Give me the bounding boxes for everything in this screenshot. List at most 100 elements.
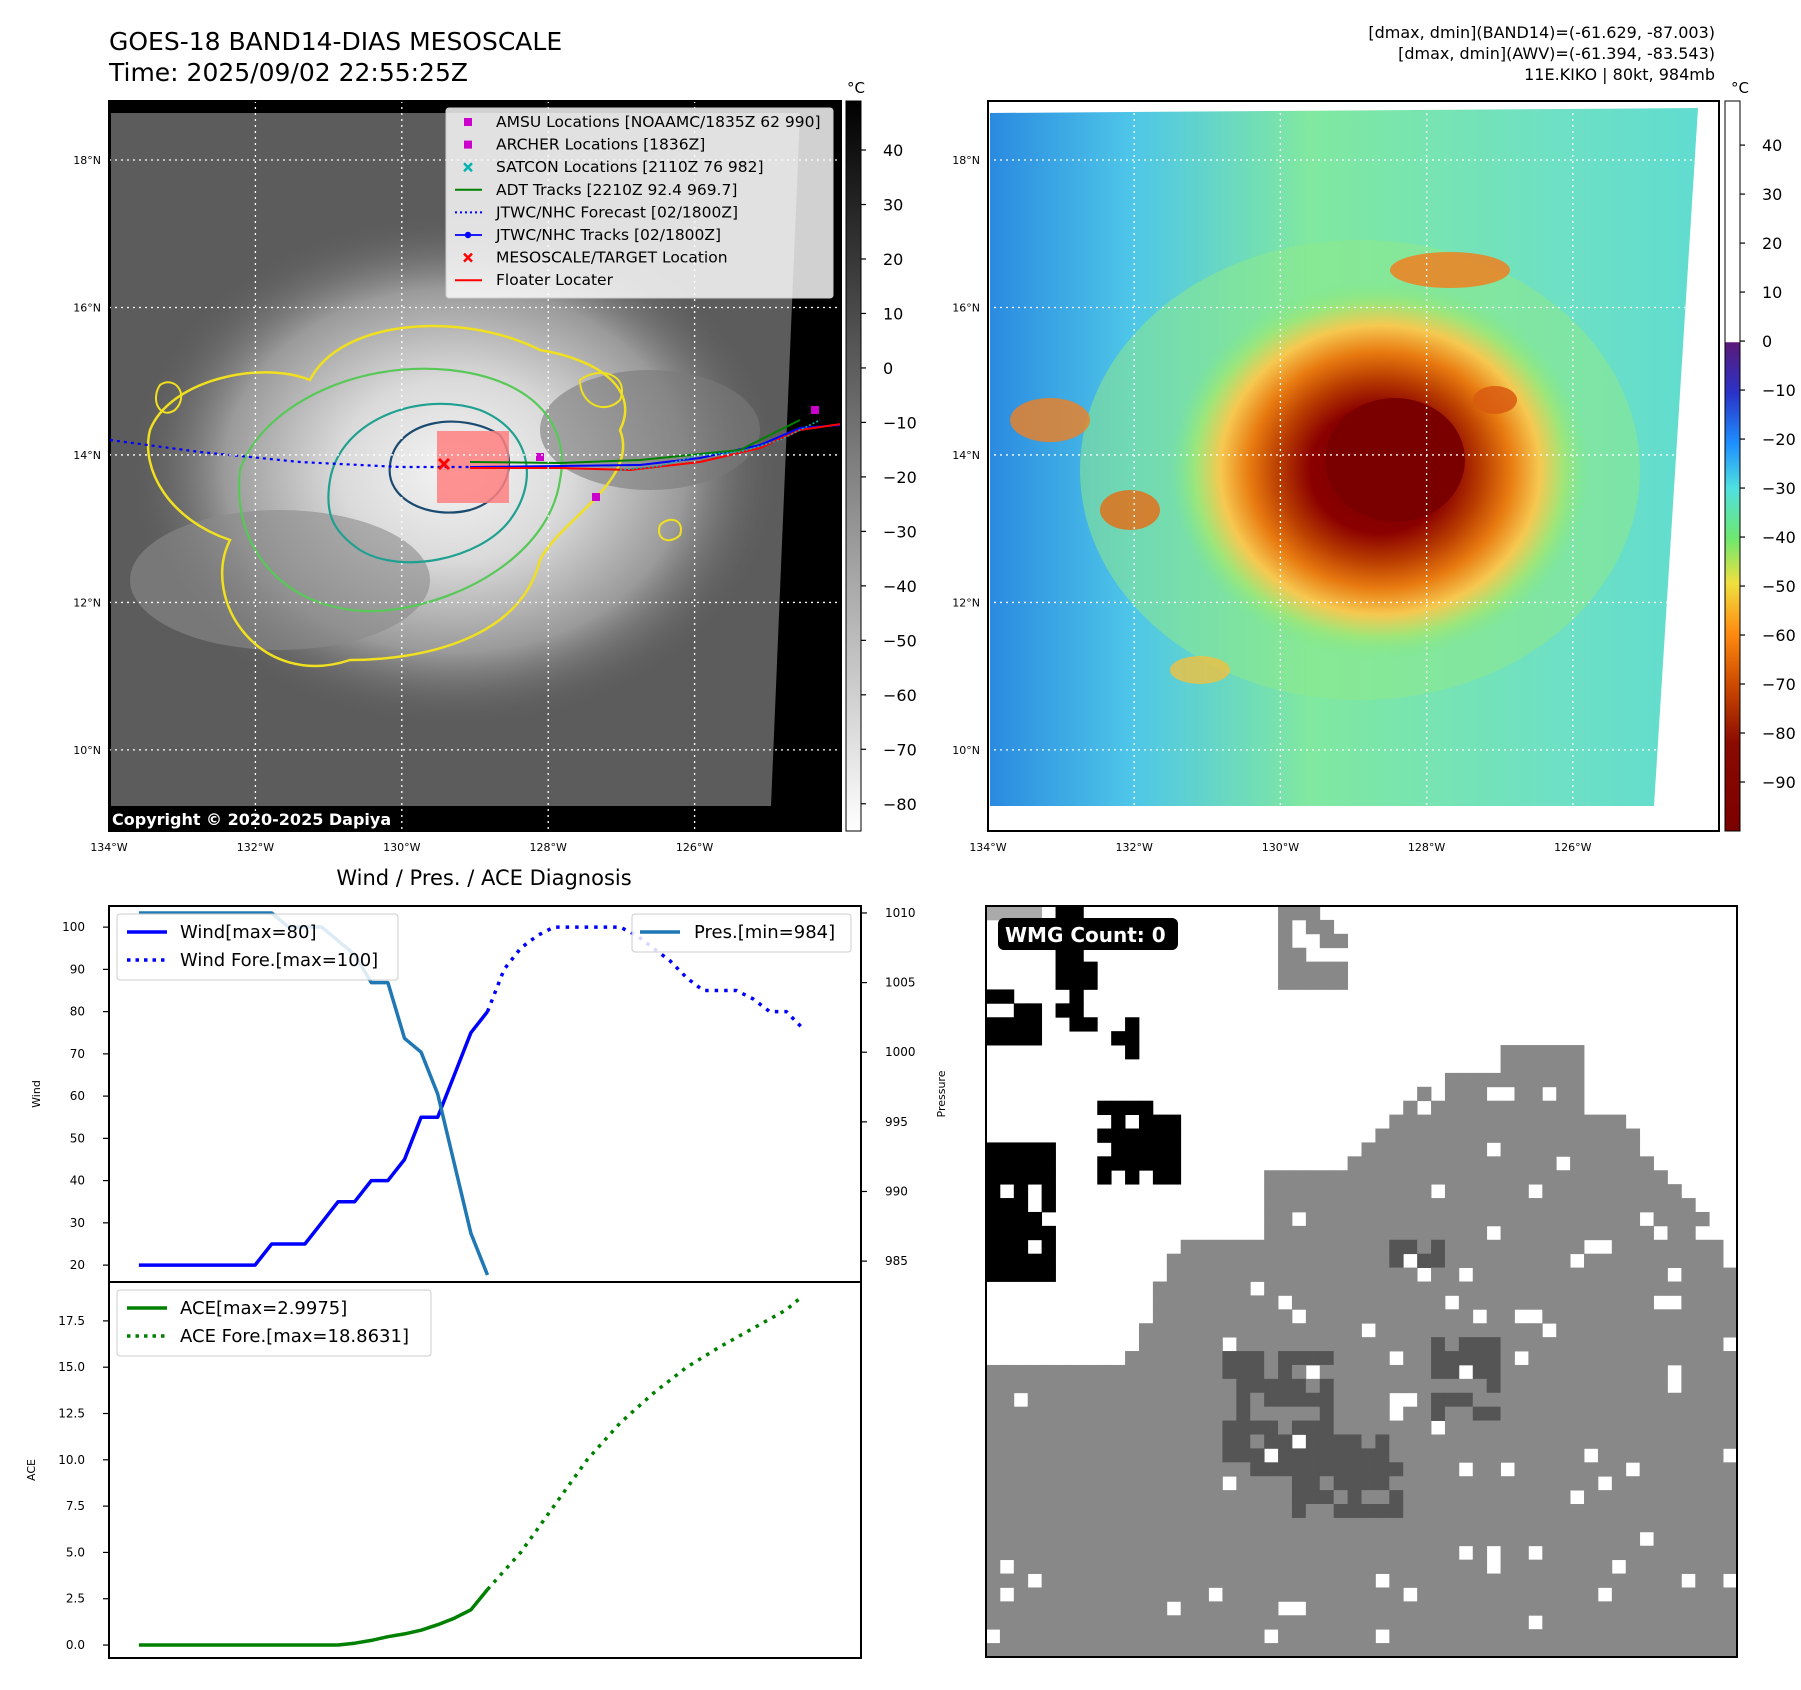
wmg-cell (1584, 1225, 1599, 1241)
wmg-cell (999, 1406, 1015, 1421)
wmg-cell (1723, 1281, 1738, 1296)
wmg-cell (1514, 1434, 1529, 1449)
colorbar-tick-label: −30 (883, 522, 917, 541)
wmg-cell (1166, 1448, 1182, 1463)
wmg-cell (1514, 1629, 1529, 1644)
wmg-cell (1013, 1559, 1029, 1574)
wind-line (138, 1010, 489, 1267)
wmg-cell (1111, 1142, 1126, 1157)
wmg-cell (1709, 1448, 1724, 1463)
wmg-cell (1361, 1601, 1376, 1616)
wmg-cell (1458, 1100, 1474, 1116)
wmg-cell (1625, 1587, 1641, 1602)
wmg-cell (1653, 1504, 1668, 1519)
wmg-cell (1625, 1434, 1641, 1449)
wmg-cell (1041, 1587, 1056, 1602)
wmg-cell (1570, 1629, 1585, 1644)
wmg-cell (1417, 1545, 1432, 1561)
wmg-cell (1305, 1211, 1321, 1227)
wmg-cell (1681, 1295, 1696, 1310)
lat-label: 12°N (952, 596, 980, 609)
wmg-cell (1291, 1267, 1307, 1282)
wmg-cell (1152, 1545, 1168, 1561)
wmg-cell (1403, 1434, 1418, 1449)
wmg-cell (1250, 1490, 1265, 1505)
wmg-cell (1639, 1198, 1654, 1213)
wmg-cell (999, 1253, 1015, 1268)
wmg-cell (1709, 1281, 1724, 1296)
wmg-cell (1041, 1156, 1056, 1171)
wmg-cell (1194, 1587, 1209, 1602)
ace-tick-label: 0.0 (66, 1638, 85, 1652)
wmg-cell (1472, 1601, 1488, 1616)
wmg-cell (1723, 1490, 1738, 1505)
wmg-cell (1083, 1587, 1098, 1602)
wmg-cell (1570, 1378, 1585, 1394)
wmg-cell (1013, 1531, 1029, 1547)
wmg-cell (1180, 1517, 1196, 1533)
wmg-cell (1472, 1364, 1488, 1380)
wmg-cell (1361, 1184, 1376, 1199)
wmg-cell (1041, 1253, 1056, 1268)
wmg-cell (1458, 1337, 1474, 1352)
wmg-cell (1013, 1378, 1029, 1394)
wmg-cell (1083, 1406, 1098, 1421)
wmg-cell (1472, 1559, 1488, 1574)
wmg-cell (999, 1476, 1015, 1491)
wmg-cell (1584, 1128, 1599, 1143)
wmg-cell (1542, 1476, 1557, 1491)
wmg-cell (1194, 1448, 1209, 1463)
legend-item-label: Floater Locater (496, 271, 614, 289)
wmg-cell (1055, 1643, 1070, 1658)
wmg-cell (1305, 1504, 1321, 1519)
wmg-cell (1695, 1309, 1710, 1324)
wmg-cell (1180, 1434, 1196, 1449)
wmg-cell (1597, 1170, 1613, 1185)
wmg-cell (1069, 1406, 1084, 1421)
amsu-location-marker-2 (811, 406, 819, 414)
wmg-cell (1431, 1253, 1446, 1268)
wmg-cell (1597, 1142, 1613, 1157)
wmg-cell (1264, 1559, 1279, 1574)
wmg-cell (1570, 1323, 1585, 1338)
adt-track (469, 419, 801, 465)
wmg-cell (1556, 1309, 1571, 1324)
wmg-cell (1347, 1517, 1362, 1533)
wmg-cell (1291, 1629, 1307, 1644)
wmg-cell (1166, 1253, 1182, 1268)
wmg-cell (1472, 1434, 1488, 1449)
wmg-cell (1528, 1072, 1543, 1088)
wmg-cell (1472, 1448, 1488, 1463)
wmg-cell (1319, 1490, 1335, 1505)
wmg-cell (1570, 1086, 1585, 1102)
wmg-cell (1667, 1629, 1682, 1644)
wmg-cell (1305, 1295, 1321, 1310)
wmg-cell (1500, 1058, 1515, 1074)
wmg-cell (1514, 1142, 1529, 1157)
wmg-cell (1375, 1156, 1390, 1171)
wmg-cell (1514, 1211, 1529, 1227)
wmg-cell (1278, 1392, 1293, 1408)
wmg-cell (1625, 1309, 1641, 1324)
wmg-cell (1542, 1072, 1557, 1088)
wmg-cell (1514, 1476, 1529, 1491)
wmg-cell (1417, 1364, 1432, 1380)
wmg-cell (1500, 1406, 1515, 1421)
wmg-cell (1556, 1559, 1571, 1574)
wmg-cell (1097, 1378, 1112, 1394)
wmg-cell (1305, 919, 1321, 935)
wmg-cell (1667, 1615, 1682, 1630)
colorbar-tick-label: 20 (1762, 234, 1782, 253)
wmg-cell (1180, 1587, 1196, 1602)
wmg-cell (1152, 1434, 1168, 1449)
wmg-cell (1250, 1615, 1265, 1630)
lon-label: 126°W (1554, 841, 1591, 854)
wmg-cell (1667, 1184, 1682, 1199)
wmg-cell (1138, 1392, 1154, 1408)
wmg-cell (1723, 1587, 1738, 1602)
wmg-cell (1528, 1170, 1543, 1185)
wmg-cell (1083, 1615, 1098, 1630)
wmg-cell (1472, 1531, 1488, 1547)
wind-legend-label: Wind[max=80] (180, 922, 317, 943)
